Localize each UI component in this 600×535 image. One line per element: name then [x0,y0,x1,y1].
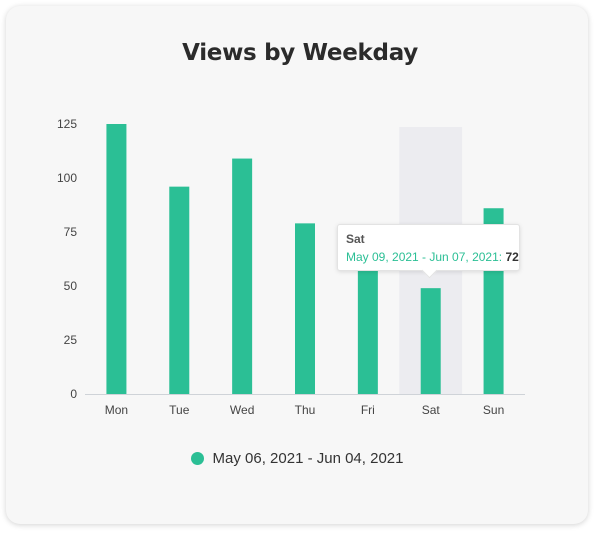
x-tick-label: Tue [169,403,190,417]
tooltip: Sat May 09, 2021 - Jun 07, 2021: 72 [337,224,520,279]
tooltip-category: Sat [346,232,365,246]
y-tick-label: 100 [57,171,77,185]
y-tick-label: 50 [64,279,78,293]
x-tick-label: Mon [105,403,128,417]
chart-title: Views by Weekday [182,40,418,66]
bar-mon [106,124,127,394]
bar-fri [357,264,378,394]
tooltip-value: 72 [505,250,519,264]
y-tick-label: 125 [57,117,77,131]
y-tick-label: 0 [70,387,77,401]
x-tick-label: Wed [230,403,254,417]
bar-thu [295,223,315,394]
bar-wed [232,158,253,394]
x-tick-label: Sun [483,403,504,417]
legend-label: May 06, 2021 - Jun 04, 2021 [212,450,404,467]
y-tick-label: 25 [64,333,78,347]
x-tick-label: Fri [361,403,375,417]
x-tick-label: Sat [422,403,441,417]
x-tick-label: Thu [295,403,316,417]
legend[interactable]: May 06, 2021 - Jun 04, 2021 [0,450,600,467]
y-tick-label: 75 [64,225,78,239]
tooltip-series-label: May 09, 2021 - Jun 07, 2021 [346,250,499,264]
legend-swatch [190,452,204,465]
bar-tue [169,186,190,394]
bar-sat [420,288,441,394]
